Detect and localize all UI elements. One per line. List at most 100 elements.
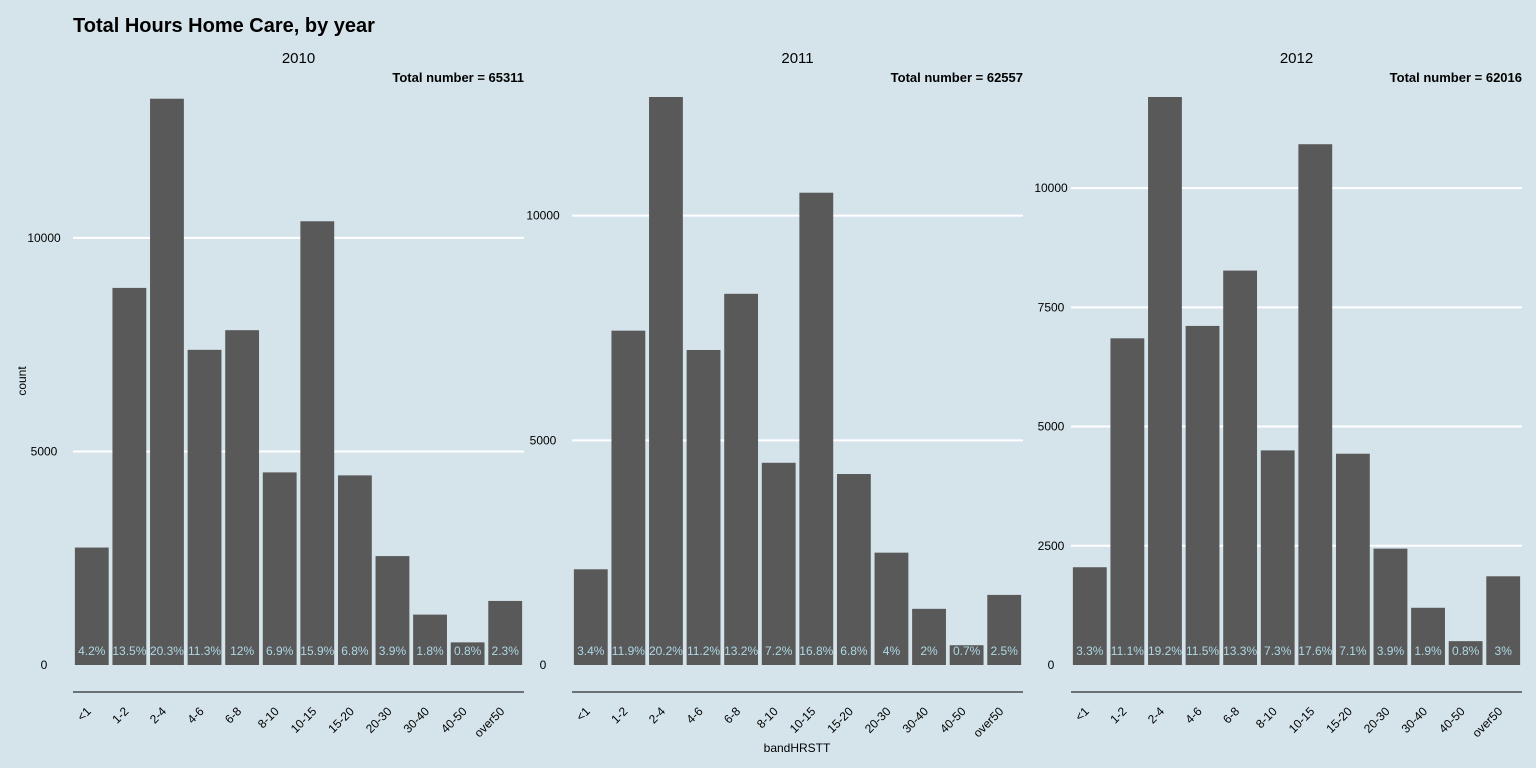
x-tick-label: 1-2 — [608, 704, 630, 726]
pct-label: 20.3% — [150, 644, 184, 658]
bar — [413, 614, 447, 665]
pct-label: 7.1% — [1339, 644, 1367, 658]
x-tick-label: 1-2 — [109, 704, 131, 726]
y-tick-label: 5000 — [1038, 420, 1065, 434]
pct-label: 13.5% — [112, 644, 146, 658]
bar — [1185, 325, 1220, 665]
pct-label: 3% — [1495, 644, 1513, 658]
bar — [649, 97, 683, 665]
x-tick-label: 40-50 — [937, 704, 969, 736]
y-tick-label: 0 — [540, 658, 547, 672]
pct-label: 13.3% — [1223, 644, 1257, 658]
bar — [987, 594, 1022, 665]
pct-label: 11.1% — [1111, 644, 1144, 658]
total-number-label: Total number = 62016 — [1390, 70, 1522, 85]
pct-label: 4.2% — [78, 644, 106, 658]
pct-label: 11.9% — [612, 644, 645, 658]
pct-label: 0.7% — [953, 644, 981, 658]
bar — [799, 192, 834, 665]
bar — [1072, 567, 1107, 665]
bar — [225, 330, 260, 665]
bar — [1373, 548, 1408, 665]
y-tick-label: 10000 — [526, 209, 560, 223]
pct-label: 13.2% — [724, 644, 758, 658]
pct-label: 0.8% — [454, 644, 482, 658]
x-tick-label: over50 — [970, 704, 1006, 740]
bar — [1411, 607, 1445, 665]
pct-label: 11.5% — [1186, 644, 1219, 658]
facets-group: 0 5000 10000 4.2% <1 13.5% 1-2 20.3% 2-4 11.3% 4-6… — [27, 50, 1522, 740]
pct-label: 0.8% — [1452, 644, 1480, 658]
bar — [375, 556, 410, 665]
bar — [150, 98, 184, 666]
facet-title: 2010 — [282, 50, 315, 67]
pct-label: 3.3% — [1076, 644, 1104, 658]
x-tick-label: <1 — [74, 704, 94, 724]
pct-label: 11.3% — [188, 644, 221, 658]
facet-panel-2010: 0 5000 10000 4.2% <1 13.5% 1-2 20.3% 2-4 11.3% 4-6… — [27, 50, 524, 740]
facet-title: 2011 — [781, 50, 813, 67]
pct-label: 2% — [920, 644, 938, 658]
bar — [187, 349, 222, 665]
bar — [337, 475, 372, 665]
pct-label: 15.9% — [300, 644, 334, 658]
x-tick-label: 10-15 — [1286, 704, 1318, 736]
bar — [1335, 453, 1370, 665]
x-tick-label: 15-20 — [325, 704, 357, 736]
bar — [1448, 641, 1483, 665]
y-tick-label: 2500 — [1038, 539, 1065, 553]
x-tick-label: <1 — [573, 704, 593, 724]
bar — [300, 221, 335, 666]
chart-title: Total Hours Home Care, by year — [73, 15, 375, 37]
x-axis-title: bandHRSTT — [764, 741, 831, 755]
y-tick-label: 5000 — [31, 444, 58, 458]
x-tick-label: 10-15 — [787, 704, 819, 736]
x-tick-label: 4-6 — [683, 704, 705, 726]
bar — [74, 547, 109, 665]
x-tick-label: 15-20 — [824, 704, 856, 736]
y-tick-label: 5000 — [530, 433, 557, 447]
pct-label: 16.8% — [799, 644, 833, 658]
bar — [686, 349, 721, 665]
facet-panel-2012: 0 2500 5000 7500 10000 3.3% <1 11.1% 1-2 19.2% 2-4… — [1034, 50, 1522, 740]
pct-label: 7.3% — [1264, 644, 1292, 658]
bar — [450, 642, 485, 665]
pct-label: 1.8% — [416, 644, 444, 658]
pct-label: 7.2% — [765, 644, 793, 658]
x-tick-label: <1 — [1072, 704, 1092, 724]
x-tick-label: 6-8 — [222, 704, 244, 726]
x-tick-label: 6-8 — [1220, 704, 1242, 726]
bar — [488, 600, 523, 665]
x-tick-label: 30-40 — [900, 704, 932, 736]
x-tick-label: 20-30 — [1361, 704, 1393, 736]
y-tick-label: 7500 — [1038, 300, 1065, 314]
x-tick-label: 8-10 — [255, 704, 282, 731]
y-axis-title: count — [15, 366, 29, 396]
y-tick-label: 10000 — [27, 231, 61, 245]
bar — [112, 287, 147, 665]
x-tick-label: 40-50 — [1436, 704, 1468, 736]
bar — [1486, 576, 1521, 665]
x-tick-label: 15-20 — [1323, 704, 1355, 736]
x-tick-label: 2-4 — [1145, 704, 1167, 726]
bar — [761, 462, 796, 665]
pct-label: 3.4% — [577, 644, 605, 658]
bar — [611, 330, 646, 665]
x-tick-label: 30-40 — [1399, 704, 1431, 736]
bar — [1223, 270, 1258, 665]
bar — [1298, 144, 1333, 665]
bar — [573, 569, 608, 665]
pct-label: 19.2% — [1148, 644, 1182, 658]
x-tick-label: 40-50 — [438, 704, 470, 736]
bar — [912, 608, 946, 665]
x-tick-label: 20-30 — [862, 704, 894, 736]
pct-label: 3.9% — [1377, 644, 1405, 658]
x-tick-label: 2-4 — [147, 704, 169, 726]
x-tick-label: 4-6 — [184, 704, 206, 726]
x-tick-label: 1-2 — [1107, 704, 1129, 726]
x-tick-label: 8-10 — [754, 704, 781, 731]
y-tick-label: 10000 — [1034, 181, 1068, 195]
pct-label: 1.9% — [1414, 644, 1442, 658]
pct-label: 2.5% — [991, 644, 1019, 658]
